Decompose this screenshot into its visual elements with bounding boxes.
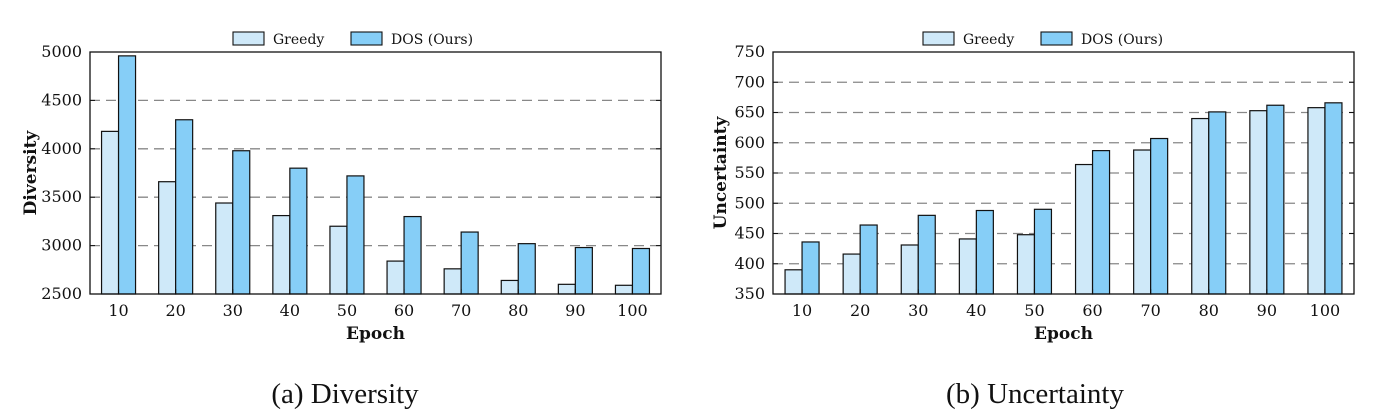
- bar-greedy-70: [443, 268, 462, 295]
- bar-greedy-70: [1133, 149, 1152, 295]
- plot-frame: [89, 51, 662, 295]
- y-tick-label: 550: [734, 163, 765, 182]
- bar-greedy-20: [842, 253, 861, 295]
- caption-diversity: (a) Diversity: [271, 378, 419, 410]
- x-tick-label: 30: [223, 301, 243, 320]
- bar-dos-70: [460, 231, 479, 295]
- bar-dos-100: [1324, 102, 1343, 295]
- y-tick-label: 4500: [41, 90, 82, 109]
- bar-dos-50: [346, 175, 365, 295]
- bar-greedy-60: [1074, 163, 1094, 295]
- bar-dos-80: [1208, 111, 1227, 295]
- bar-greedy-10: [784, 269, 803, 295]
- bar-dos-10: [801, 241, 820, 295]
- legend-label-greedy: Greedy: [963, 32, 1014, 48]
- bar-dos-60: [1091, 150, 1111, 295]
- x-axis-label: Epoch: [1034, 324, 1093, 344]
- y-tick-label: 350: [734, 284, 765, 303]
- bar-greedy-100: [1307, 107, 1326, 295]
- x-tick-label: 20: [850, 301, 870, 320]
- bar-greedy-30: [900, 244, 919, 295]
- bar-dos-90: [1266, 104, 1285, 295]
- bar-greedy-60: [386, 260, 405, 295]
- x-tick-label: 100: [617, 301, 648, 320]
- bar-greedy-40: [958, 238, 977, 295]
- legend-label-dos: DOS (Ours): [1081, 32, 1163, 48]
- x-tick-label: 80: [1199, 301, 1219, 320]
- bar-greedy-90: [557, 283, 576, 295]
- bar-dos-50: [1033, 208, 1053, 295]
- x-tick-label: 90: [565, 301, 585, 320]
- bar-dos-20: [175, 119, 194, 295]
- chart-panel-uncertainty: 350 400 450 500 550 600 650 700 750 10 20 30 40 50 60 7…: [690, 0, 1380, 416]
- x-tick-label: 60: [1082, 301, 1102, 320]
- x-tick-label: 30: [908, 301, 928, 320]
- bar-greedy-20: [158, 181, 177, 295]
- bar-dos-70: [1150, 137, 1169, 295]
- x-tick-label: 40: [966, 301, 986, 320]
- x-tick-label: 70: [1140, 301, 1160, 320]
- y-tick-label: 3000: [41, 236, 82, 255]
- bar-greedy-40: [272, 214, 291, 295]
- x-tick-label: 90: [1257, 301, 1277, 320]
- x-tick-label: 70: [451, 301, 471, 320]
- x-tick-label: 50: [1024, 301, 1044, 320]
- x-tick-label: 60: [394, 301, 414, 320]
- bar-greedy-80: [1191, 117, 1210, 295]
- legend-swatch-dos: [350, 31, 383, 46]
- y-tick-label: 450: [734, 224, 765, 243]
- y-tick-label: 650: [734, 103, 765, 122]
- y-tick-label: 600: [734, 133, 765, 152]
- legend-swatch-greedy: [232, 31, 265, 46]
- bar-dos-40: [289, 167, 308, 295]
- bar-dos-100: [631, 247, 651, 295]
- y-axis-label: Diversity: [21, 130, 41, 216]
- y-axis-label: Uncertainty: [711, 116, 731, 230]
- y-tick-label: 700: [734, 72, 765, 91]
- y-tick-label: 4000: [41, 139, 82, 158]
- x-tick-label: 20: [165, 301, 185, 320]
- x-tick-label: 100: [1310, 301, 1341, 320]
- bar-greedy-80: [500, 279, 519, 295]
- bar-dos-40: [975, 209, 994, 295]
- x-axis-label: Epoch: [346, 324, 405, 344]
- y-tick-label: 2500: [41, 284, 82, 303]
- x-tick-label: 50: [337, 301, 357, 320]
- bar-dos-90: [574, 246, 593, 295]
- y-tick-label: 500: [734, 193, 765, 212]
- bar-greedy-50: [1016, 234, 1036, 295]
- x-tick-label: 80: [508, 301, 528, 320]
- diversity-bar-chart: 2500 3000 3500 4000 4500 5000 10 20 30 40 50 60 70 80…: [21, 31, 662, 344]
- bar-dos-20: [859, 224, 878, 295]
- bar-dos-30: [232, 150, 251, 295]
- bar-greedy-30: [215, 202, 234, 295]
- y-tick-label: 750: [734, 42, 765, 61]
- bar-dos-10: [117, 55, 137, 295]
- y-tick-label: 400: [734, 254, 765, 273]
- chart-panel-diversity: 2500 3000 3500 4000 4500 5000 10 20 30 40 50 60 70 80…: [21, 31, 662, 410]
- legend-swatch-greedy: [922, 31, 955, 46]
- x-tick-label: 10: [108, 301, 128, 320]
- y-tick-label: 5000: [41, 42, 82, 61]
- legend-swatch-dos: [1040, 31, 1073, 46]
- bar-greedy-50: [329, 225, 348, 295]
- x-tick-label: 10: [792, 301, 812, 320]
- legend-label-greedy: Greedy: [273, 32, 324, 48]
- uncertainty-bar-chart: 350 400 450 500 550 600 650 700 750 10 20 30 40 50 60 7…: [711, 31, 1355, 344]
- bar-greedy-100: [614, 284, 634, 295]
- bar-greedy-90: [1249, 110, 1268, 295]
- x-tick-label: 40: [280, 301, 300, 320]
- bar-dos-30: [917, 214, 936, 295]
- bar-dos-60: [403, 215, 422, 295]
- y-tick-label: 3500: [41, 187, 82, 206]
- bar-greedy-10: [100, 130, 120, 295]
- legend-label-dos: DOS (Ours): [391, 32, 473, 48]
- bar-dos-80: [517, 243, 536, 295]
- caption-uncertainty: (b) Uncertainty: [946, 378, 1124, 410]
